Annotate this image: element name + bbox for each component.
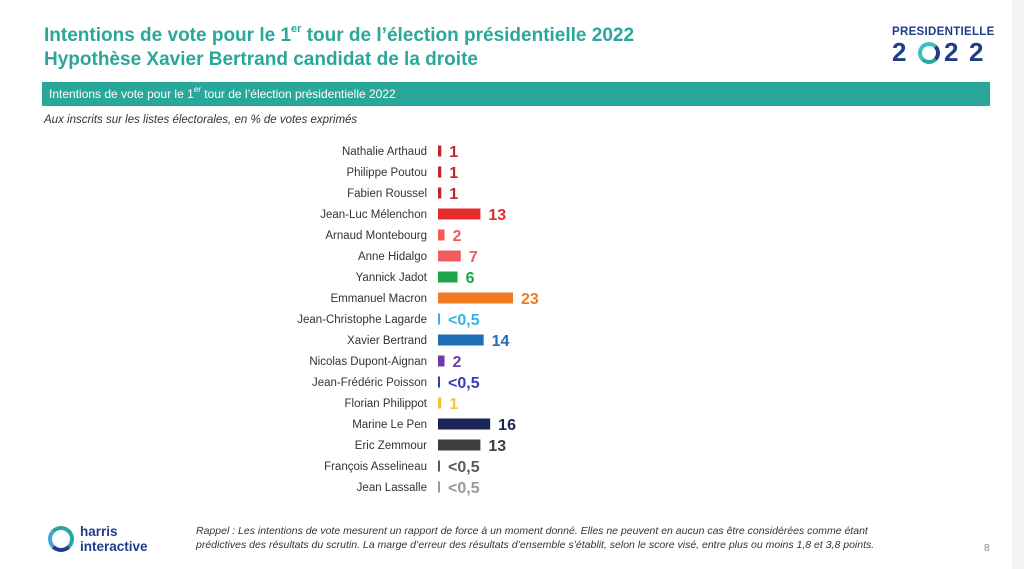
category-label: Arnaud Montebourg	[325, 230, 427, 242]
data-label: 1	[449, 144, 458, 161]
bar	[438, 229, 445, 241]
bar	[438, 481, 440, 493]
data-label: <0,5	[448, 312, 480, 329]
bar	[438, 145, 442, 157]
category-label: Marine Le Pen	[352, 419, 427, 431]
bar	[438, 187, 442, 199]
logo-year: 2 2 2	[892, 38, 992, 66]
harris-ring-icon	[48, 526, 74, 552]
category-label: Jean Lassalle	[357, 482, 427, 494]
harris-interactive-logo: harris interactive	[48, 522, 168, 558]
data-label: <0,5	[448, 375, 480, 392]
title-line1: Intentions de vote pour le 1er tour de l…	[44, 22, 635, 46]
page-number: 8	[984, 543, 990, 554]
category-label: Eric Zemmour	[355, 440, 427, 452]
footer-note-line2: prédictives des résultats du scrutin. La…	[196, 539, 875, 551]
logo-ring-icon	[918, 42, 940, 64]
bar	[438, 250, 461, 262]
category-label: Yannick Jadot	[356, 272, 428, 284]
category-label: Emmanuel Macron	[330, 293, 427, 305]
data-label: 14	[492, 333, 510, 350]
data-label: 16	[498, 417, 516, 434]
bar	[438, 460, 440, 472]
footer-note-line1: Rappel : Les intentions de vote mesurent…	[196, 525, 868, 537]
data-label: 7	[469, 249, 478, 266]
category-label: Jean-Luc Mélenchon	[320, 209, 427, 221]
category-label: François Asselineau	[324, 461, 427, 473]
category-label: Xavier Bertrand	[347, 335, 427, 347]
category-label: Fabien Roussel	[347, 188, 427, 200]
logo-digit: 2	[892, 37, 907, 67]
bar	[438, 418, 491, 430]
bar	[438, 397, 442, 409]
category-label: Philippe Poutou	[346, 167, 427, 179]
data-label: 6	[466, 270, 475, 287]
bar	[438, 292, 513, 304]
data-label: 1	[449, 396, 458, 413]
category-label: Anne Hidalgo	[358, 251, 427, 263]
data-label: 23	[521, 291, 539, 308]
footer-note: Rappel : Les intentions de vote mesurent…	[196, 524, 986, 552]
data-label: <0,5	[448, 480, 480, 497]
data-label: <0,5	[448, 459, 480, 476]
chart-banner: Intentions de vote pour le 1er tour de l…	[42, 82, 990, 106]
bar	[438, 271, 458, 283]
category-label: Jean-Christophe Lagarde	[297, 314, 427, 326]
logo-word: PRESIDENTIELLE	[892, 26, 995, 38]
category-label: Nathalie Arthaud	[342, 146, 427, 158]
data-label: 13	[488, 207, 506, 224]
bar	[438, 334, 484, 346]
bar	[438, 376, 440, 388]
bar	[438, 208, 481, 220]
harris-brand-text: harris interactive	[80, 524, 148, 554]
bar	[438, 439, 481, 451]
data-label: 2	[453, 228, 462, 245]
presidentielle-2022-logo: PRESIDENTIELLE 2 2 2	[892, 26, 995, 66]
category-label: Nicolas Dupont-Aignan	[309, 356, 427, 368]
logo-digit: 2	[969, 37, 984, 67]
vote-intention-bar-chart: Nathalie Arthaud 1 Philippe Poutou 1 Fabien …	[297, 144, 539, 497]
logo-digit: 2	[944, 37, 959, 67]
bar	[438, 355, 445, 367]
title-line2: Hypothèse Xavier Bertrand candidat de la…	[44, 49, 478, 70]
bar	[438, 166, 442, 178]
page-title: Intentions de vote pour le 1er tour de l…	[44, 22, 635, 72]
data-label: 2	[453, 354, 462, 371]
bar	[438, 313, 440, 325]
category-label: Florian Philippot	[345, 398, 428, 410]
data-label: 1	[449, 165, 458, 182]
category-label: Jean-Frédéric Poisson	[312, 377, 427, 389]
data-label: 1	[449, 186, 458, 203]
chart-subtitle: Aux inscrits sur les listes électorales,…	[44, 114, 358, 126]
data-label: 13	[488, 438, 506, 455]
